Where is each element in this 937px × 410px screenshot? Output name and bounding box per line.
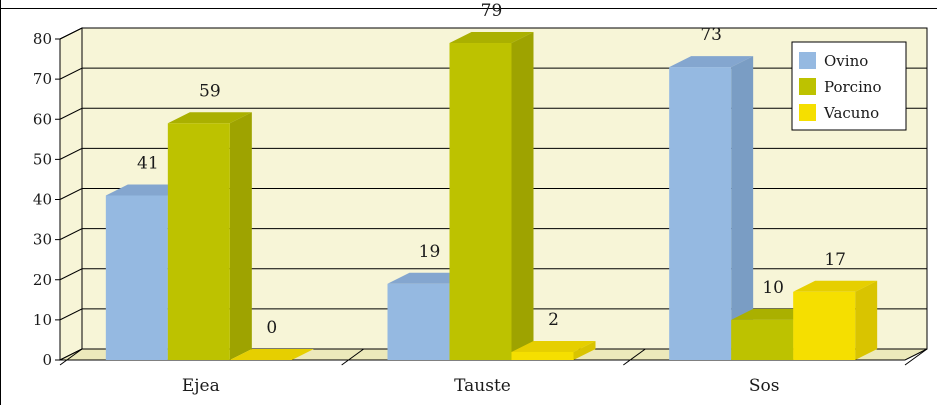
- legend-label: Ovino: [824, 52, 868, 70]
- y-tick-label: 10: [33, 311, 52, 329]
- bar-top: [669, 56, 754, 68]
- bar-top: [449, 32, 534, 44]
- x-tick-mark: [341, 348, 364, 366]
- bar-side: [573, 340, 596, 360]
- x-category-label: Sos: [749, 376, 780, 396]
- bars: [105, 32, 878, 361]
- gridlines: [59, 27, 927, 321]
- legend-swatch: [799, 78, 816, 95]
- y-tick-label: 20: [33, 271, 52, 289]
- bar-top: [167, 112, 252, 124]
- y-tick-label: 80: [33, 30, 52, 48]
- y-tick-label: 40: [33, 191, 52, 209]
- legend-swatch: [799, 104, 816, 121]
- x-tick-mark: [623, 348, 646, 366]
- y-tick-label: 30: [33, 231, 52, 249]
- bar: [387, 283, 450, 360]
- bar-side: [511, 32, 534, 360]
- data-label: 59: [199, 81, 221, 101]
- legend-label: Vacuno: [823, 104, 879, 122]
- legend: Ovino Porcino Vacuno: [791, 41, 907, 131]
- bar-top: [511, 340, 596, 352]
- x-category-label: Tauste: [454, 376, 511, 396]
- y-tick-label: 0: [42, 351, 52, 369]
- gridline: [59, 188, 927, 200]
- x-tick-mark: [904, 348, 928, 366]
- bar: [167, 123, 230, 360]
- data-label: 17: [824, 250, 846, 270]
- x-category-label: Ejea: [182, 376, 220, 396]
- y-tick-label: 60: [33, 110, 52, 128]
- bar-top: [229, 349, 314, 360]
- gridline: [59, 308, 927, 321]
- y-tick-label: 70: [33, 70, 52, 88]
- gridline: [59, 67, 927, 80]
- bar: [793, 291, 856, 360]
- bar-top: [793, 280, 878, 292]
- gridline: [59, 268, 927, 281]
- bar-side: [855, 280, 878, 360]
- bar: [105, 195, 168, 360]
- gridline: [59, 107, 927, 120]
- y-tick-label: 50: [33, 150, 52, 168]
- bar-side: [731, 56, 754, 361]
- data-label: 41: [137, 153, 159, 173]
- data-label: 79: [481, 1, 503, 21]
- data-label: 19: [419, 242, 441, 262]
- bar-side: [229, 112, 252, 360]
- data-label: 73: [700, 25, 722, 45]
- legend-label: Porcino: [824, 78, 882, 96]
- bar: [669, 67, 732, 361]
- legend-swatch: [799, 52, 816, 69]
- bar: [731, 319, 794, 360]
- gridline: [59, 228, 927, 241]
- bar: [511, 351, 574, 360]
- data-label: 0: [266, 318, 277, 338]
- data-label: 2: [548, 310, 559, 330]
- gridline: [59, 27, 927, 40]
- gridline: [59, 147, 927, 160]
- data-labels: 41 59 0 19 79 2 73 10 17: [137, 1, 846, 338]
- bar: [449, 43, 512, 360]
- data-label: 10: [762, 278, 784, 298]
- x-tick-mark: [59, 348, 83, 366]
